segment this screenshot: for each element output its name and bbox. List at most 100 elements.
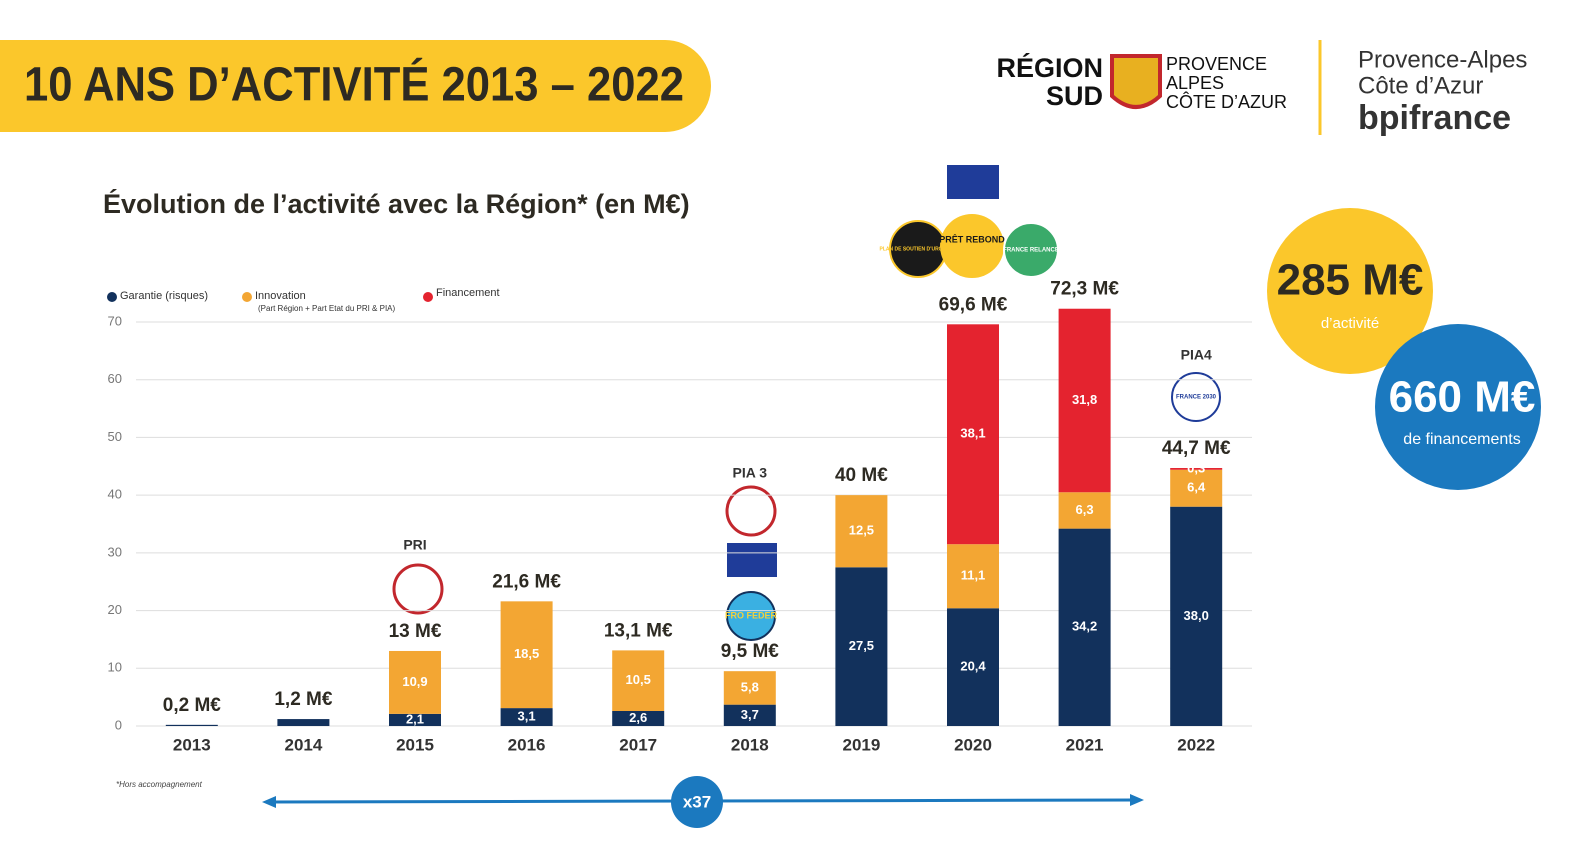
logo-text: ALPES [1166,73,1224,93]
bubble-value: 285 M€ [1277,256,1424,305]
title-band [0,40,711,132]
logo-text: Côte d’Azur [1358,72,1483,99]
x-tick-label: 2014 [284,735,322,754]
bar-segment [612,650,665,711]
x-tick-label: 2021 [1066,735,1104,754]
badge-text: PLAN DE SOUTIEN D’URGENCE [880,246,958,252]
value-label: 0,3 [1187,460,1205,475]
bar-segment [1170,468,1223,470]
activity-bubble [1267,208,1433,374]
bar-segment [389,713,441,726]
bar-segment [1058,492,1111,529]
value-label: 10,5 [626,672,651,687]
bar-segment [165,724,218,726]
bubble-label: d’activité [1321,315,1379,332]
legend-dot [242,292,252,302]
growth-badge [671,776,723,828]
value-label: 10,9 [402,674,427,689]
value-label: 11,1 [961,568,986,583]
eu-flag [947,165,999,199]
value-label: 2,6 [629,710,647,725]
y-tick-label: 60 [108,371,122,386]
y-tick-label: 40 [108,487,122,502]
value-label: 3,1 [518,708,536,723]
x-tick-label: 2016 [508,735,546,754]
total-label: 13 M€ [389,621,442,642]
x-tick-label: 2022 [1177,735,1215,754]
total-label: 44,7 M€ [1162,438,1231,459]
badge-text: FRANCE 2030 [1176,395,1217,401]
arrow-head [1130,794,1144,806]
x-tick-label: 2017 [619,735,657,754]
legend-note: (Part Région + Part Etat du PRI & PIA) [258,304,396,313]
total-label: 13,1 M€ [604,620,673,641]
growth-label: x37 [683,792,711,811]
y-tick-label: 20 [108,602,122,617]
bar-segment [500,708,553,726]
badge [1171,372,1221,422]
bar-segment [1170,469,1223,507]
badge-text: FRO FEDER [725,610,778,620]
y-tick-label: 70 [108,313,122,328]
annotation: PRI [403,537,426,553]
bar-segment [389,650,441,714]
legend-label: Innovation [255,290,306,302]
eu-flag [727,543,777,577]
value-label: 20,4 [960,659,986,674]
bar-segment [947,544,999,609]
bar-segment [612,710,665,726]
value-label: 12,5 [849,523,874,538]
logo-text: Provence-Alpes [1358,46,1527,73]
footnote: *Hors accompagnement [116,780,203,789]
bar-segment [835,495,888,568]
value-label: 18,5 [514,646,539,661]
bar-segment [723,671,776,705]
bubble-label: de financements [1403,431,1520,448]
bar-segment [500,601,553,709]
x-tick-label: 2020 [954,735,992,754]
logo-text: RÉGION [996,52,1103,83]
logo-text: SUD [1046,81,1103,111]
bubble-value: 660 M€ [1389,373,1536,422]
total-label: 40 M€ [835,465,888,486]
legend-label: Garantie (risques) [120,290,208,302]
badge-text: FRANCE RELANCE [1003,248,1059,254]
value-label: 31,8 [1072,392,1097,407]
value-label: 2,1 [406,711,424,726]
value-label: 34,2 [1072,619,1097,634]
legend-label: Financement [436,287,500,299]
y-tick-label: 10 [108,660,122,675]
x-tick-label: 2013 [173,735,211,754]
value-label: 6,3 [1076,502,1094,517]
x-tick-label: 2018 [731,735,769,754]
value-label: 38,1 [960,426,985,441]
value-label: 27,5 [849,638,874,653]
total-label: 69,6 M€ [939,294,1008,315]
total-label: 0,2 M€ [163,695,222,716]
value-label: 3,7 [741,707,759,722]
value-label: 5,8 [741,679,759,694]
financing-bubble [1375,324,1541,490]
bar-segment [947,324,999,545]
legend-dot [107,292,117,302]
chart: 0 10 20 30 40 50 60 70 Garantie (risques) Innovat… [107,279,1252,754]
badge [392,563,444,615]
total-label: 21,6 M€ [492,571,561,592]
logo-text: bpifrance [1358,99,1511,137]
total-label: 1,2 M€ [274,689,333,710]
bar-segment [277,719,330,726]
badge [725,485,777,537]
page-title: 10 ANS D’ACTIVITÉ 2013 – 2022 [24,58,684,112]
badge-text: PRÊT REBOND [939,233,1005,244]
y-tick-label: 0 [115,717,122,732]
y-tick-label: 30 [108,544,122,559]
legend-dot [423,292,433,302]
bar-segment [1058,308,1111,493]
y-tick-label: 50 [108,429,122,444]
total-label: 72,3 M€ [1050,279,1119,300]
annotation: PIA 3 [733,465,768,481]
badge [1003,222,1059,278]
badge [940,214,1004,278]
x-tick-label: 2015 [396,735,434,754]
